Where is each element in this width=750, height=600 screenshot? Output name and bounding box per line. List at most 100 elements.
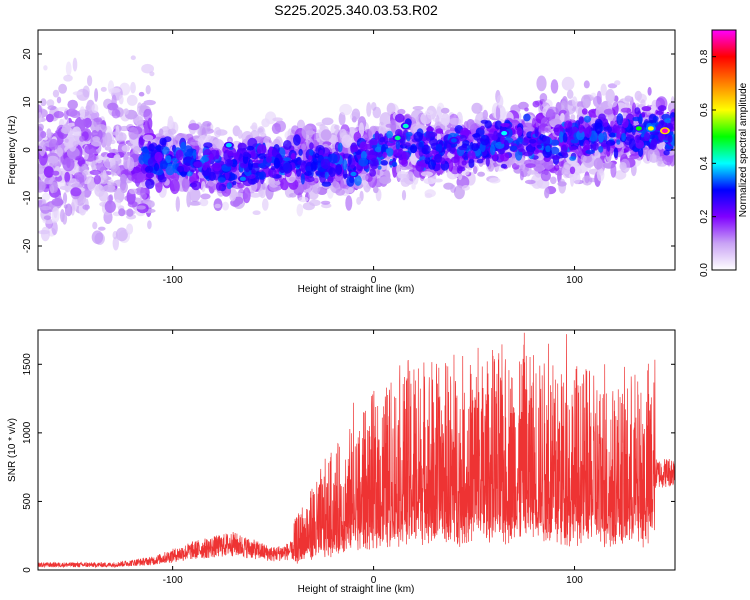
spectrogram-blob (107, 102, 119, 111)
spectrogram-core-blob (369, 168, 376, 177)
spectrogram-blob (40, 206, 52, 211)
spectrogram-core-blob (634, 107, 641, 115)
spectrogram-blob (98, 226, 106, 231)
spectrogram-blob (79, 106, 86, 120)
spectrogram-blob (89, 169, 102, 176)
spectrogram-blob (568, 173, 578, 180)
y-tick-label: -20 (22, 238, 33, 253)
spectrogram-blob (341, 134, 353, 148)
spectrogram-x-label: Height of straight line (km) (298, 284, 415, 295)
spectrogram-core-blob (614, 126, 621, 134)
spectrogram-core-blob (273, 157, 280, 169)
spectrogram-core-blob (528, 139, 537, 144)
spectrogram-blob (448, 159, 454, 172)
spectrogram-blob (186, 191, 192, 208)
spectrogram-core-blob (545, 145, 551, 153)
spectrogram-core-blob (250, 162, 261, 168)
spectrogram-blob (334, 124, 340, 130)
spectrogram-core-blob (516, 126, 523, 137)
spectrogram-blob (583, 80, 590, 89)
spectrogram-blob (547, 106, 559, 116)
spectrogram-blob (75, 155, 84, 161)
spectrogram-core-blob (413, 131, 424, 142)
spectrogram-core-blob (293, 134, 301, 146)
spectrogram-blob (373, 186, 379, 194)
spectrogram-core-blob (581, 108, 588, 115)
spectrogram-core-blob (500, 163, 508, 169)
spectrogram-core-blob (562, 132, 568, 143)
spectrogram-core-blob (405, 131, 413, 137)
spectrogram-core-blob (309, 149, 314, 156)
spectrogram-blob (335, 188, 346, 196)
spectrogram-blob (582, 175, 593, 186)
spectrogram-blob (588, 177, 597, 183)
spectrogram-core-blob (304, 171, 313, 177)
spectrogram-blob (577, 106, 584, 119)
spectrogram-blob (56, 147, 64, 158)
spectrogram-blob (332, 178, 337, 187)
spectrogram-core-blob (485, 157, 490, 167)
spectrogram-core-blob (175, 149, 184, 161)
colorbar-tick-label: 0.0 (699, 263, 710, 277)
spectrogram-core-blob (193, 161, 203, 168)
spectrogram-blob (63, 74, 73, 82)
spectrogram-blob (544, 187, 550, 199)
spectrogram-blob (443, 182, 454, 190)
spectrogram-core-blob (208, 171, 217, 181)
spectrogram-blob (56, 96, 62, 104)
spectrogram-core-blob (467, 150, 476, 160)
spectrogram-blob (569, 166, 576, 175)
spectrogram-core-blob (576, 130, 585, 141)
spectrogram-blob (302, 202, 315, 211)
spectrogram-core-blob (328, 153, 338, 164)
spectrogram-core-blob (536, 139, 544, 144)
spectrogram-blob (145, 85, 151, 95)
spectrogram-core-blob (500, 122, 510, 128)
colorbar-tick-label: 0.8 (699, 49, 710, 63)
spectrogram-core-blob (450, 156, 460, 163)
spectrogram-core-blob (226, 147, 237, 157)
spectrogram-blob (167, 115, 174, 130)
spectrogram-core-blob (641, 111, 646, 118)
spectrogram-core-blob (434, 164, 441, 171)
spectrogram-core-blob (248, 159, 253, 171)
spectrogram-core-blob (337, 142, 343, 153)
spectrogram-blob (242, 187, 251, 204)
spectrogram-blob (211, 139, 225, 150)
spectrogram-blob (527, 170, 539, 175)
spectrogram-blob (147, 220, 152, 230)
spectrogram-blob (138, 91, 145, 97)
spectrogram-blob (379, 112, 392, 128)
spectrogram-core-blob (550, 139, 560, 146)
spectrogram-blob (411, 183, 416, 190)
spectrogram-core-blob (471, 143, 480, 152)
spectrogram-core-blob (153, 163, 160, 172)
spectrogram-blob (488, 177, 501, 184)
spectrogram-blob (175, 196, 180, 212)
spectrogram-core-blob (354, 175, 362, 186)
spectrogram-blob (115, 227, 128, 242)
spectrogram-blob (93, 174, 101, 185)
spectrogram-blob (315, 122, 326, 127)
spectrogram-core-blob (282, 162, 293, 174)
spectrogram-blob (143, 99, 156, 106)
spectrogram-blob (345, 195, 353, 211)
spectrogram-core-blob (461, 152, 470, 160)
spectrogram-core-blob (648, 134, 656, 140)
spectrogram-blob (436, 102, 445, 118)
spectrogram-blob (272, 117, 283, 122)
spectrogram-blob (63, 136, 76, 149)
spectrogram-blob (523, 122, 533, 128)
spectrogram-core-blob (567, 126, 573, 137)
spectrogram-core-blob (386, 130, 393, 139)
spectrogram-blob (100, 86, 107, 92)
spectrogram-blob (440, 107, 450, 114)
spectrogram-blob (52, 170, 60, 176)
spectrogram-blob (173, 135, 181, 141)
spectrogram-blob (94, 184, 105, 197)
spectrogram-core-blob (480, 125, 485, 131)
spectrogram-core-blob (667, 134, 673, 143)
spectrogram-core-blob (283, 157, 291, 162)
spectrogram-blob (614, 170, 627, 180)
spectrogram-blobs (38, 55, 675, 251)
